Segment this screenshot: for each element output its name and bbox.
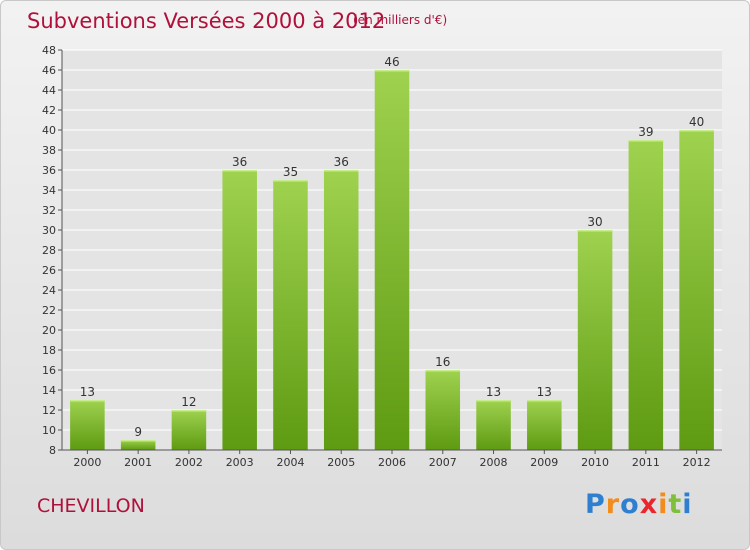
bar-highlight [679,130,714,132]
y-tick-label: 12 [42,404,56,417]
bar-2004[interactable] [273,180,308,450]
data-label: 40 [689,115,704,129]
bar-highlight [273,180,308,182]
logo-letter: i [682,489,693,520]
bar-highlight [120,440,156,442]
data-label: 46 [384,55,399,69]
x-tick-label: 2006 [378,456,406,469]
y-tick-label: 46 [42,64,56,77]
y-tick-label: 24 [42,284,56,297]
data-label: 39 [638,125,653,139]
logo-letter: o [620,489,640,520]
data-label: 13 [80,385,95,399]
data-label: 12 [181,395,196,409]
bar-2010[interactable] [577,230,613,450]
y-tick-label: 40 [42,124,56,137]
y-tick-label: 18 [42,344,56,357]
data-label: 36 [334,155,349,169]
logo-letter: r [605,489,621,520]
y-tick-label: 34 [42,184,56,197]
bar-highlight [527,400,562,402]
logo-letter: i [658,489,669,520]
x-tick-label: 2011 [632,456,660,469]
bar-highlight [577,230,613,232]
y-tick-label: 16 [42,364,56,377]
y-tick-label: 44 [42,84,56,97]
bar-highlight [628,140,664,142]
data-label: 9 [134,425,142,439]
bar-2007[interactable] [425,370,461,450]
x-tick-label: 2002 [175,456,203,469]
chart-title: Subventions Versées 2000 à 2012 [27,9,386,33]
logo-letter: t [668,489,683,520]
x-tick-label: 2003 [226,456,254,469]
x-tick-label: 2001 [124,456,152,469]
bar-2001[interactable] [120,440,156,450]
data-label: 35 [283,165,298,179]
y-tick-label: 38 [42,144,56,157]
bar-highlight [171,410,207,412]
data-label: 16 [435,355,450,369]
y-tick-label: 48 [42,44,56,57]
x-tick-label: 2007 [429,456,457,469]
x-tick-label: 2010 [581,456,609,469]
chart-subtitle: (en milliers d'€) [353,13,448,27]
bar-2000[interactable] [70,400,105,450]
y-tick-label: 14 [42,384,56,397]
x-tick-label: 2009 [530,456,558,469]
y-tick-label: 10 [42,424,56,437]
bar-highlight [374,70,410,72]
bar-highlight [323,170,359,172]
bar-highlight [70,400,105,402]
proxiti-logo[interactable]: Proxiti [585,489,693,520]
x-tick-label: 2005 [327,456,355,469]
y-tick-label: 20 [42,324,56,337]
data-label: 13 [486,385,501,399]
logo-letter: x [639,489,659,520]
y-tick-label: 42 [42,104,56,117]
bar-highlight [425,370,461,372]
bar-2005[interactable] [323,170,359,450]
y-tick-label: 28 [42,244,56,257]
x-tick-label: 2012 [683,456,711,469]
x-tick-label: 2004 [276,456,304,469]
y-tick-label: 22 [42,304,56,317]
data-label: 13 [537,385,552,399]
x-tick-label: 2000 [73,456,101,469]
bar-2008[interactable] [476,400,511,450]
bar-2006[interactable] [374,70,410,450]
y-tick-label: 26 [42,264,56,277]
y-tick-label: 32 [42,204,56,217]
data-label: 36 [232,155,247,169]
bar-2002[interactable] [171,410,207,450]
data-label: 30 [587,215,602,229]
x-tick-label: 2008 [480,456,508,469]
bar-2012[interactable] [679,130,714,450]
y-tick-label: 36 [42,164,56,177]
bar-highlight [476,400,511,402]
bar-2011[interactable] [628,140,664,450]
logo-letter: P [585,489,606,520]
bar-2009[interactable] [527,400,562,450]
bar-2003[interactable] [222,170,257,450]
y-tick-label: 8 [49,444,56,457]
town-name: CHEVILLON [37,495,145,517]
y-tick-label: 30 [42,224,56,237]
bar-highlight [222,170,257,172]
